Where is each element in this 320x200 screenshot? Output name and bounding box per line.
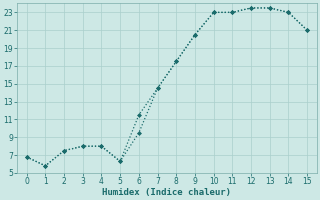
X-axis label: Humidex (Indice chaleur): Humidex (Indice chaleur): [102, 188, 231, 197]
